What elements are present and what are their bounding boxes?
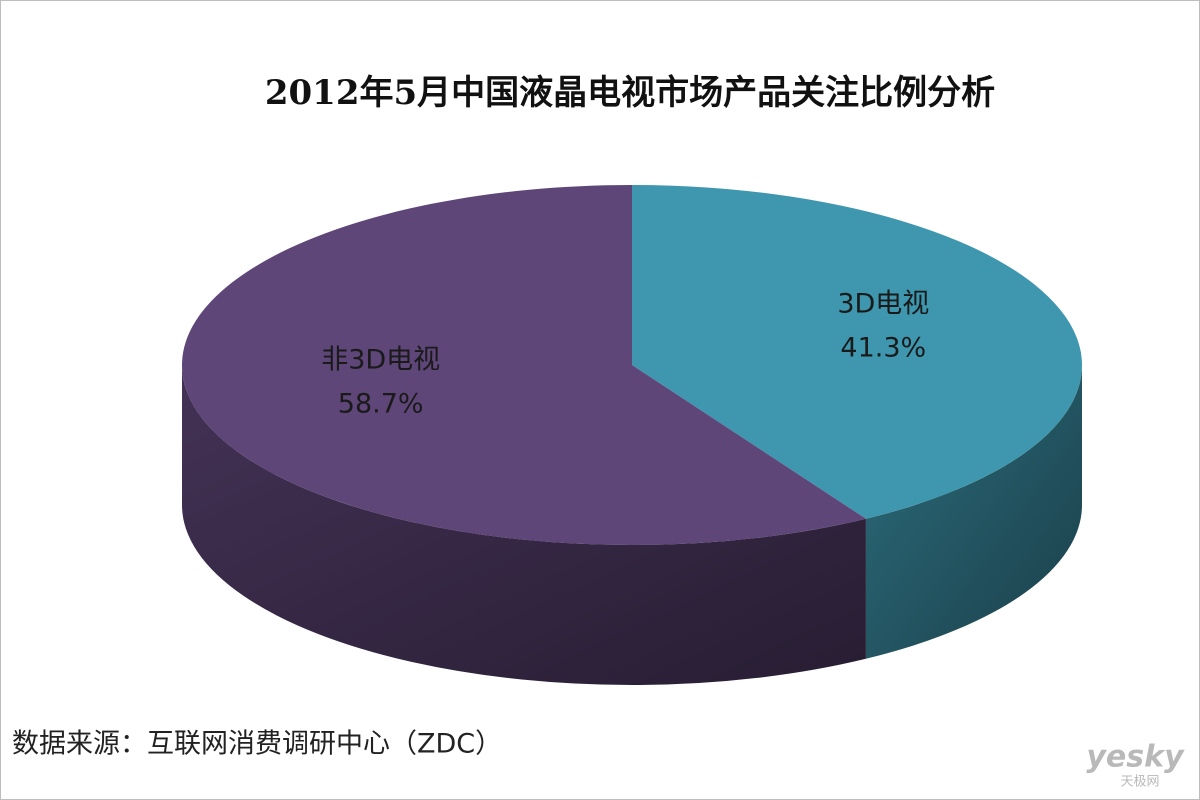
- category-label: 非3D电视: [321, 345, 440, 376]
- pie: 3D电视 41.3% 非3D电视 58.7%: [182, 184, 1082, 686]
- value-label: 41.3%: [840, 332, 926, 363]
- watermark-logo: yesky: [1086, 740, 1185, 775]
- chart-title: 2012年5月中国液晶电视市场产品关注比例分析: [265, 73, 995, 113]
- slice-side: [182, 365, 866, 686]
- slice: [632, 185, 1082, 519]
- category-label: 3D电视: [837, 288, 929, 319]
- watermark-text: 天极网: [1120, 775, 1159, 790]
- source-note: 数据来源：互联网消费调研中心（ZDC）: [12, 729, 502, 760]
- value-label: 58.7%: [338, 389, 424, 420]
- slice: [182, 184, 866, 545]
- slice-side: [865, 365, 1082, 659]
